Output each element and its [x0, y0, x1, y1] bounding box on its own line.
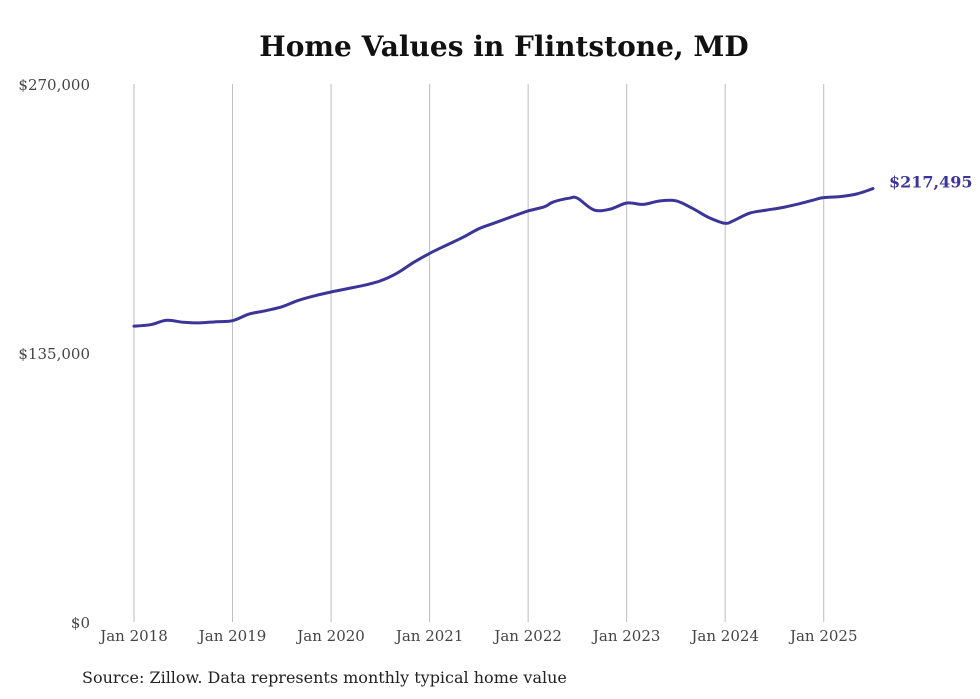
x-tick-label: Jan 2024 [689, 627, 759, 645]
x-tick-label: Jan 2020 [295, 627, 365, 645]
y-tick-label: $270,000 [18, 76, 90, 94]
x-tick-label: Jan 2019 [197, 627, 267, 645]
source-note: Source: Zillow. Data represents monthly … [82, 668, 567, 687]
y-tick-label: $135,000 [18, 345, 90, 363]
x-tick-label: Jan 2023 [591, 627, 661, 645]
gridlines [133, 84, 825, 622]
series-group: $217,495 [132, 173, 973, 328]
x-tick-label: Jan 2025 [788, 627, 858, 645]
x-tick-label: Jan 2018 [98, 627, 168, 645]
y-axis-ticks: $0 $135,000 $270,000 [18, 76, 90, 632]
x-axis-ticks: Jan 2018 Jan 2019 Jan 2020 Jan 2021 Jan 2022… [98, 627, 857, 645]
series-line [132, 187, 875, 328]
x-tick-label: Jan 2021 [394, 627, 464, 645]
y-tick-label: $0 [71, 614, 90, 632]
x-tick-label: Jan 2022 [492, 627, 562, 645]
end-value-label: $217,495 [889, 173, 973, 192]
chart-title: Home Values in Flintstone, MD [259, 30, 749, 63]
